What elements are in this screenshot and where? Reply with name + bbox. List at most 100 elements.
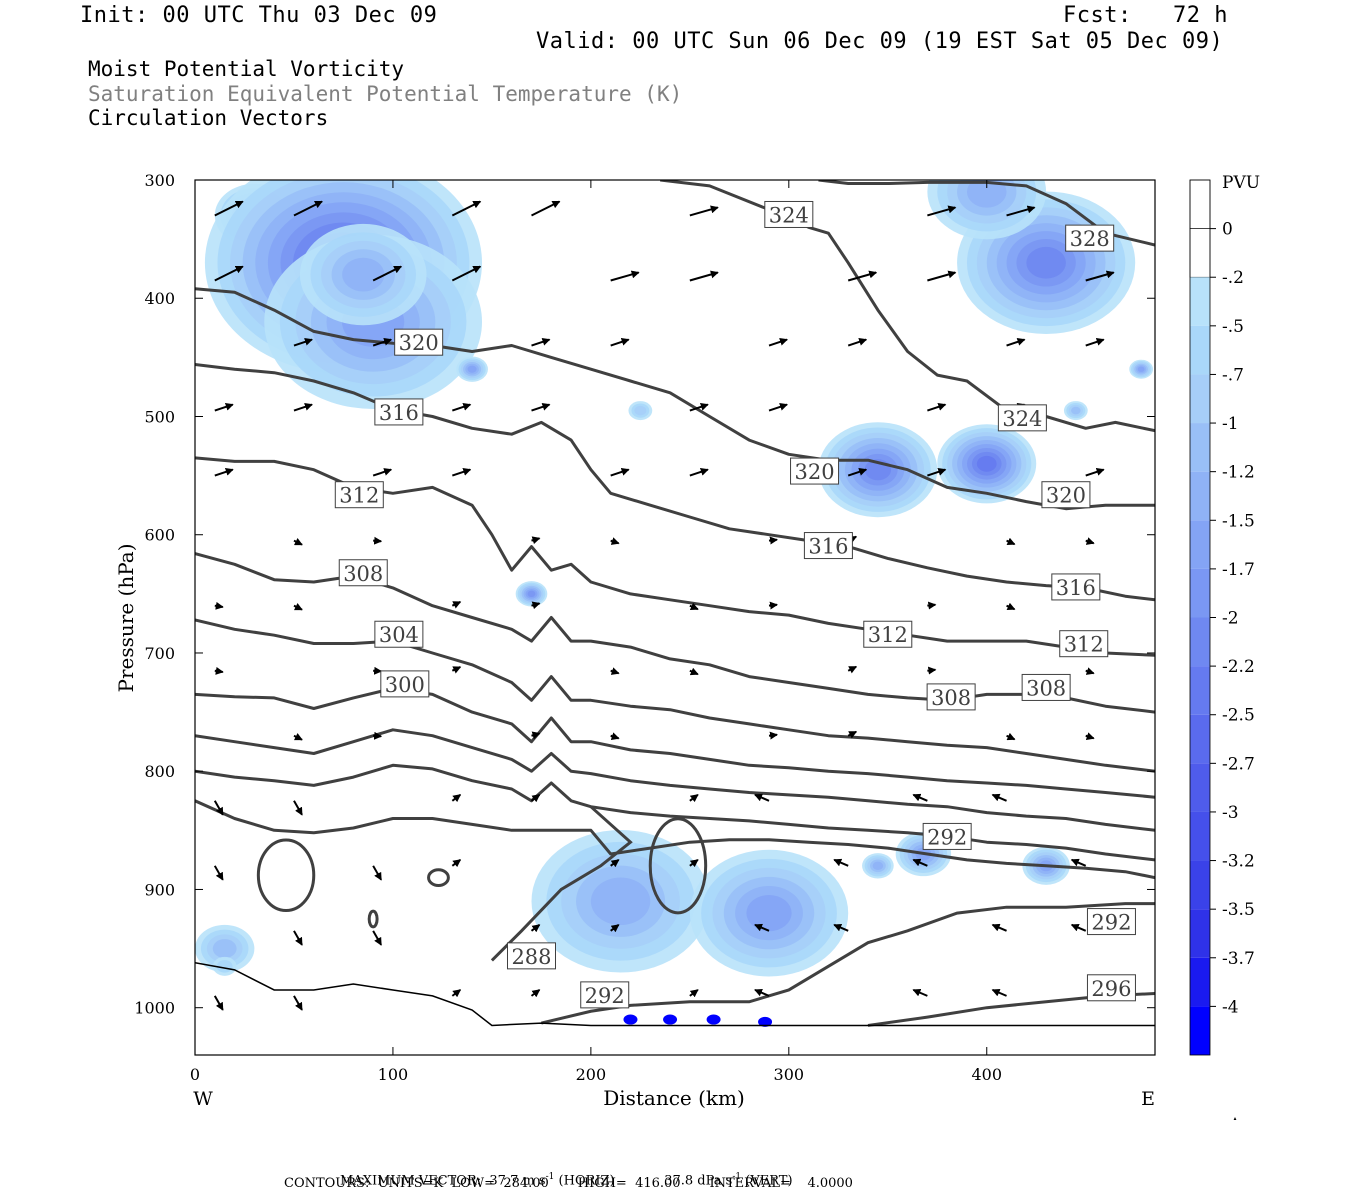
contour-label: 288	[511, 945, 551, 969]
colorbar-unit: PVU	[1222, 173, 1260, 193]
colorbar-cell	[1190, 860, 1210, 910]
horiz-value: 37.7 m s	[489, 1173, 546, 1189]
y-tick-label: 500	[144, 407, 175, 426]
contour-label-box	[997, 404, 1047, 432]
vector-arrow	[293, 602, 303, 611]
terrain	[195, 962, 1155, 1027]
contour-line	[195, 363, 1155, 602]
vector-arrow	[531, 536, 541, 545]
colorbar-cell	[1190, 277, 1210, 326]
contour-label: 316	[1056, 576, 1096, 600]
y-tick-label: 600	[144, 526, 175, 545]
vector-arrow	[754, 793, 770, 802]
vector-arrow	[452, 402, 472, 412]
colorbar-label: -3	[1222, 803, 1239, 823]
axes: 0 100 200 300 400 300 400 500 600 700 800 900 1000	[134, 171, 1155, 1084]
colorbar-label: -3.7	[1222, 949, 1255, 969]
colorbar-cell	[1190, 666, 1210, 715]
y-axis-label: Pressure (hPa)	[114, 544, 138, 693]
colorbar-label: -1.2	[1222, 463, 1255, 483]
vector-arrow	[610, 468, 630, 477]
vector-arrow	[1006, 537, 1016, 546]
colorbar-label: -1.5	[1222, 511, 1255, 531]
contour-label-box	[580, 981, 630, 1009]
vector-arrow	[451, 989, 462, 998]
colorbar-label: -2	[1222, 609, 1239, 629]
pv-shade-cell	[1137, 366, 1145, 372]
vector-arrow	[768, 731, 779, 740]
vector-arrow	[912, 858, 928, 867]
vector-arrow	[610, 667, 620, 675]
vector-arrow	[293, 800, 303, 816]
terrain-line	[195, 962, 1155, 1027]
vector-arrow	[927, 270, 957, 282]
contour-label: 296	[1091, 977, 1131, 1001]
contour-label: 324	[769, 203, 809, 227]
y-tick-label: 1000	[134, 999, 175, 1018]
vector-arrow	[847, 270, 878, 282]
vector-arrow	[293, 930, 303, 946]
y-tick-label: 800	[144, 762, 175, 781]
colorbar-cell	[1189, 179, 1211, 229]
x-tick-label: 0	[190, 1065, 200, 1084]
pv-shade-cell	[634, 405, 647, 416]
colorbar-cell	[1190, 374, 1210, 424]
contour-labels: 324 328 320 324 316 320 320 312 316 308 316 304 312 3…	[334, 200, 1136, 1009]
field-title-thetae: Saturation Equivalent Potential Temperat…	[88, 82, 683, 106]
colorbar-cell	[1190, 909, 1210, 958]
colorbar-label: 0	[1222, 220, 1233, 240]
contour-line	[195, 686, 1155, 799]
vector-arrow	[372, 337, 393, 347]
y-tick-label: 300	[144, 171, 175, 190]
vector-arrow	[610, 732, 620, 740]
vector-arrow	[373, 666, 383, 675]
vector-arrow	[531, 402, 551, 412]
vector-arrow	[293, 200, 323, 217]
contour-label-box	[374, 620, 424, 648]
vector-arrow	[451, 601, 462, 609]
colorbar-cell	[1190, 471, 1210, 521]
x-tick-label: 100	[378, 1065, 409, 1084]
colorbar-cell	[1190, 763, 1210, 812]
vert-unit: (VERT)	[745, 1173, 793, 1189]
contour-line	[541, 902, 1155, 1025]
forecast-hour: Fcst: 72 h	[1063, 3, 1228, 28]
vector-arrow	[451, 200, 482, 217]
contour-label: 312	[339, 484, 379, 508]
vector-arrow	[1085, 468, 1105, 477]
contour-label-box	[1065, 224, 1115, 252]
pv-shade-cell	[663, 1014, 678, 1025]
colorbar: PVU 0 -.2 -.5 -.7 -1 -1.2 -1.5 -1.7 -2 -2.2 -2.5 -2.…	[1189, 173, 1260, 1056]
vector-arrow	[372, 865, 383, 881]
contour-label-box	[338, 559, 388, 587]
vector-arrow	[293, 402, 313, 412]
colorbar-label: -1	[1222, 414, 1239, 434]
vector-arrow	[689, 859, 699, 868]
contour-label-box	[380, 670, 430, 698]
contour-line	[648, 817, 708, 915]
vector-arrow	[1070, 923, 1087, 932]
contour-label: 320	[399, 331, 439, 355]
contour-line	[195, 799, 1155, 880]
vector-arrow	[531, 200, 561, 217]
vector-arrow	[610, 270, 640, 282]
contour-label-box	[334, 481, 384, 509]
x-tick-label: 300	[774, 1065, 805, 1084]
circulation-vectors	[213, 200, 1115, 1011]
vector-arrow	[847, 468, 868, 477]
vector-arrow	[610, 337, 630, 347]
vert-value: 37.8 dPa s	[664, 1173, 733, 1189]
vector-arrow	[689, 667, 699, 676]
vector-arrow	[689, 205, 719, 217]
horiz-unit: (HORIZ)	[558, 1173, 615, 1189]
contour-label: 308	[1026, 676, 1066, 700]
contour-label-box	[764, 200, 814, 228]
colorbar-label: -.7	[1222, 365, 1244, 385]
vector-arrow	[214, 468, 234, 477]
vector-arrow	[991, 923, 1007, 932]
vector-arrow	[530, 793, 541, 803]
vector-arrow	[689, 602, 699, 611]
vector-arrow	[754, 988, 770, 997]
contour-label: 292	[1091, 911, 1131, 935]
right-end-label: E	[1141, 1088, 1155, 1110]
